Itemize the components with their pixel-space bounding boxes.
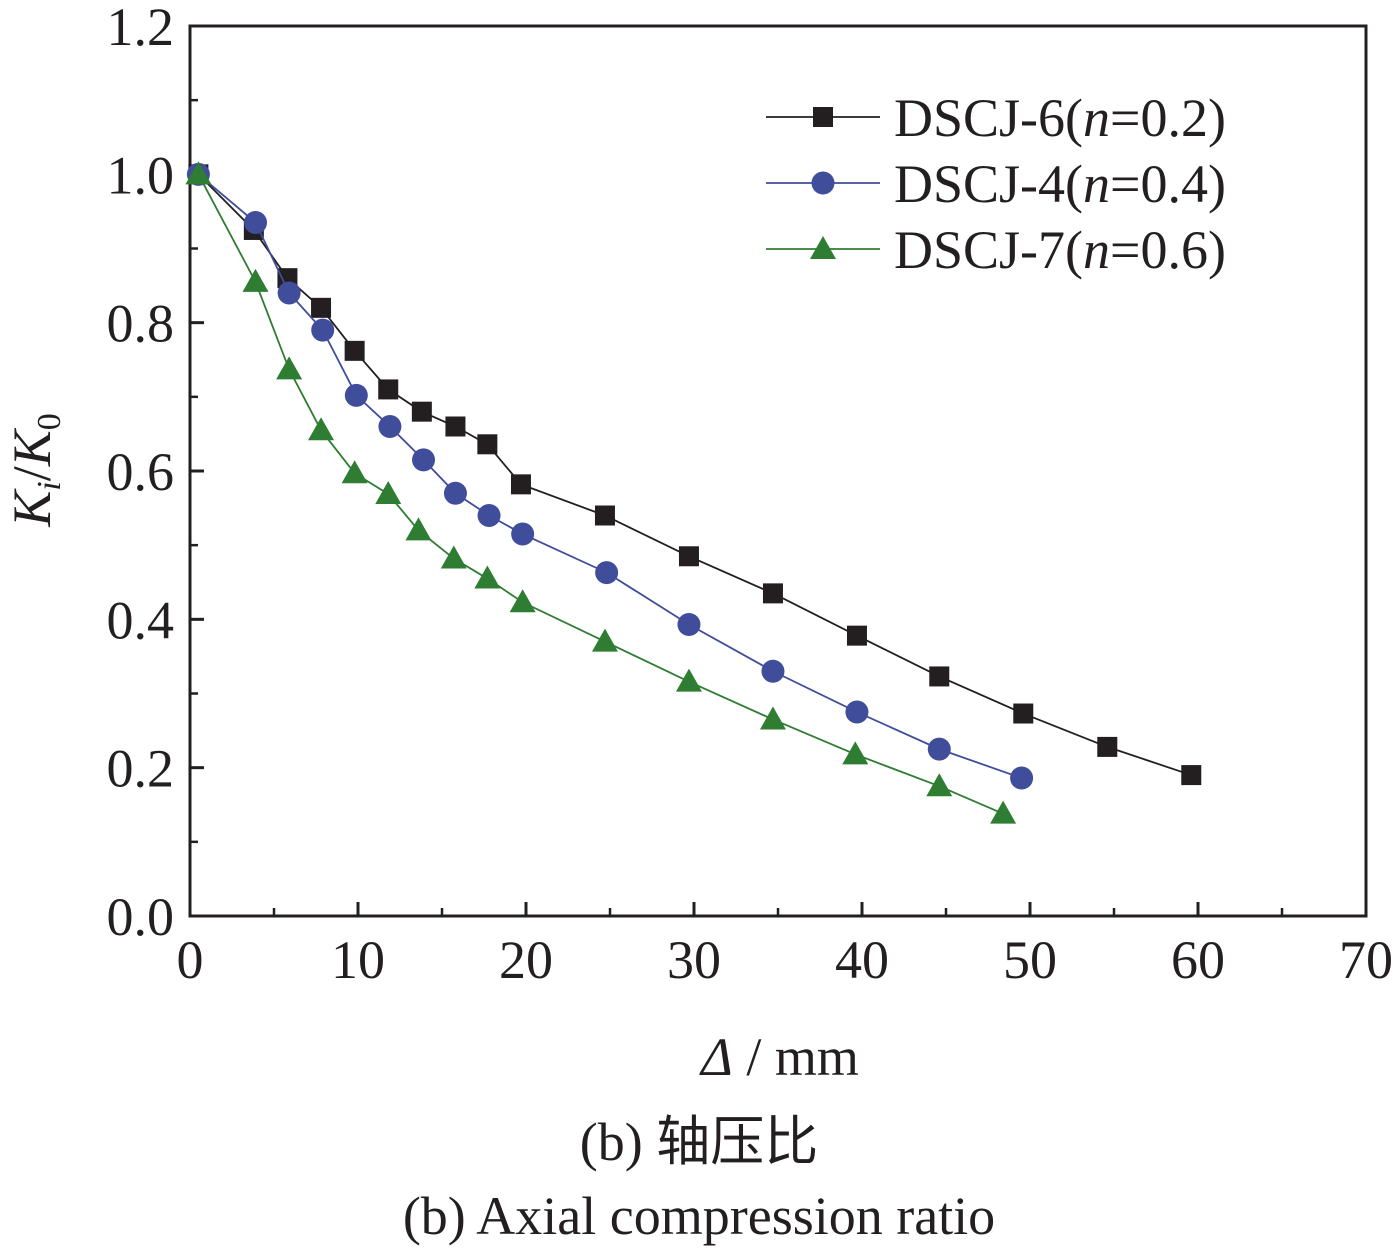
data-point-series-2	[677, 613, 701, 637]
data-point-series-1	[411, 401, 432, 422]
data-point-series-3	[375, 480, 402, 504]
caption-english: (b) Axial compression ratio	[402, 1186, 996, 1246]
y-tick-label: 0.0	[107, 887, 175, 947]
legend-label-suffix: =0.2)	[1110, 88, 1226, 148]
data-point-series-1	[378, 379, 399, 400]
data-point-series-1	[1097, 736, 1118, 757]
x-tick-label: 20	[499, 930, 553, 990]
data-point-series-2	[244, 211, 268, 235]
data-point-series-1	[510, 474, 531, 495]
data-point-series-3	[990, 800, 1017, 824]
caption-chinese: (b) 轴压比	[579, 1112, 819, 1172]
data-point-series-2	[511, 522, 535, 546]
legend-marker-1	[813, 107, 833, 127]
legend-label-suffix: =0.4)	[1110, 154, 1226, 214]
x-tick-label: 10	[331, 930, 385, 990]
y-tick-label: 0.6	[107, 442, 175, 502]
series-line-2	[197, 173, 1022, 779]
x-label-unit: / mm	[733, 1027, 859, 1087]
data-point-series-3	[591, 628, 618, 652]
data-point-series-1	[445, 416, 466, 437]
legend-marker-3	[810, 236, 836, 259]
y-label-sub1: i	[31, 481, 68, 490]
data-point-series-2	[344, 383, 368, 407]
x-tick-label: 0	[177, 930, 204, 990]
legend-label-2: DSCJ-4(n=0.4)	[894, 154, 1226, 214]
data-point-series-1	[762, 583, 783, 604]
data-point-series-1	[344, 340, 365, 361]
data-point-series-2	[595, 561, 619, 585]
data-point-series-3	[759, 706, 786, 730]
y-tick-label: 1.2	[107, 0, 175, 57]
data-point-series-2	[311, 318, 335, 342]
legend-label-prefix: DSCJ-4(	[894, 154, 1083, 214]
legend-label-suffix: =0.6)	[1110, 220, 1226, 280]
data-point-series-1	[1181, 765, 1202, 786]
data-point-series-3	[440, 545, 467, 569]
data-point-series-2	[1010, 766, 1034, 790]
x-tick-label: 70	[1339, 930, 1393, 990]
data-point-series-2	[412, 448, 436, 472]
y-tick-label: 0.8	[107, 294, 175, 354]
data-point-series-3	[509, 589, 536, 613]
data-point-series-3	[842, 741, 869, 765]
data-point-series-3	[341, 460, 368, 484]
data-point-series-3	[675, 668, 702, 692]
x-axis-label: Δ / mm	[699, 1027, 859, 1087]
legend-label-prefix: DSCJ-6(	[894, 88, 1083, 148]
data-point-series-1	[1013, 703, 1034, 724]
series-line-3	[197, 173, 1004, 815]
y-label-sub2: 0	[31, 413, 68, 430]
data-point-series-1	[311, 297, 332, 318]
legend-label-italic: n	[1083, 154, 1110, 214]
legend-label-prefix: DSCJ-7(	[894, 220, 1083, 280]
y-axis-label: Ki/K0	[2, 413, 68, 528]
data-point-series-1	[678, 546, 699, 567]
data-point-series-3	[242, 268, 269, 292]
data-point-series-3	[185, 161, 212, 185]
data-point-series-2	[845, 700, 869, 724]
y-label-k2: K	[2, 427, 62, 467]
y-tick-label: 1.0	[107, 145, 175, 205]
data-point-series-3	[474, 565, 501, 589]
x-tick-label: 40	[835, 930, 889, 990]
y-label-k1: K	[2, 488, 62, 528]
data-point-series-3	[308, 417, 335, 441]
data-point-series-3	[405, 517, 432, 541]
legend-label-italic: n	[1083, 88, 1110, 148]
chart: 0 10 20 30 40 50 60 700.00.20.40.60.81.01.2 Ki/…	[2, 0, 1394, 1087]
data-point-series-2	[378, 415, 402, 438]
data-point-series-2	[443, 481, 467, 505]
x-tick-label: 50	[1003, 930, 1057, 990]
data-point-series-3	[276, 356, 303, 380]
x-tick-label: 30	[667, 930, 721, 990]
data-point-series-1	[846, 625, 867, 646]
y-tick-label: 0.4	[107, 590, 175, 650]
data-point-series-3	[926, 773, 953, 797]
legend-label-3: DSCJ-7(n=0.6)	[894, 220, 1226, 280]
x-tick-label: 60	[1171, 930, 1225, 990]
plot-area: 0 10 20 30 40 50 60 70 0.0 0.2 0.4 0.6 0.8 1.0 1.2	[107, 0, 1394, 990]
data-point-series-1	[477, 434, 498, 455]
y-tick-label: 0.2	[107, 739, 175, 799]
data-point-series-1	[929, 666, 950, 687]
data-point-series-1	[594, 505, 615, 526]
data-point-series-2	[477, 504, 501, 527]
legend-label-italic: n	[1083, 220, 1110, 280]
data-point-series-2	[927, 737, 951, 761]
legend: DSCJ-6(n=0.2)DSCJ-4(n=0.4)DSCJ-7(n=0.6)	[766, 88, 1226, 280]
data-point-series-2	[761, 659, 785, 683]
legend-marker-2	[811, 171, 835, 195]
x-label-symbol: Δ	[699, 1027, 733, 1087]
y-label-slash: /	[2, 466, 62, 481]
data-point-series-2	[277, 281, 301, 305]
legend-label-1: DSCJ-6(n=0.2)	[894, 88, 1226, 148]
